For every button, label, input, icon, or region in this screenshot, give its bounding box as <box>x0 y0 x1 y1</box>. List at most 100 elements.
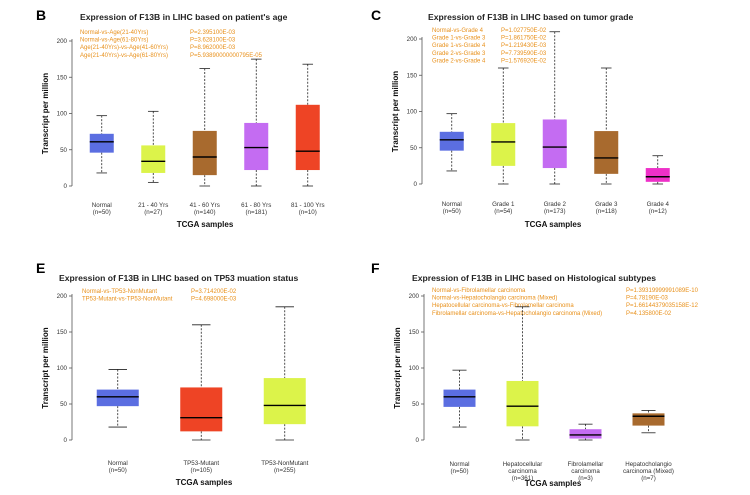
box-body <box>569 429 602 439</box>
category-label: 41 - 60 Yrs <box>190 202 220 209</box>
annotation-pvalue: P=5.93890000000795E-05 <box>190 53 263 59</box>
annotation-label: Age(21-40Yrs)-vs-Age(41-60Yrs) <box>80 45 168 51</box>
annotation-label: Grade 2-vs-Grade 3 <box>432 51 486 57</box>
category-label: Grade 4 <box>647 201 670 208</box>
category-count: (n=118) <box>596 208 617 215</box>
category-label: carcinoma <box>571 468 600 475</box>
annotation-label: Grade 1-vs-Grade 3 <box>432 36 486 42</box>
box-group <box>542 31 567 185</box>
box-group <box>506 306 539 441</box>
category-count: (n=12) <box>649 208 667 215</box>
category-label: carcinoma (Mixed) <box>623 468 674 475</box>
panel-letter: C <box>371 7 381 23</box>
y-tick-label: 50 <box>412 401 419 408</box>
box-body <box>632 413 665 426</box>
y-axis-label: Transcript per million <box>391 71 400 152</box>
chart-title: Expression of F13B in LIHC based on pati… <box>80 12 288 22</box>
annotation-label: Fibrolamellar carcinoma-vs-Hepatocholang… <box>432 311 602 317</box>
category-count: (n=173) <box>544 208 566 215</box>
x-axis-label: TCGA samples <box>525 479 582 488</box>
annotation-pvalue: P=3.628100E-03 <box>190 38 236 44</box>
y-tick-label: 100 <box>409 365 420 372</box>
panel-c: C Expression of F13B in LIHC based on tum… <box>371 7 670 229</box>
box-group <box>180 324 223 441</box>
category-count: (n=50) <box>109 467 127 474</box>
y-tick-label: 0 <box>64 183 68 190</box>
category-label: TP53-Mutant <box>183 460 219 467</box>
category-label: Normal <box>442 201 462 208</box>
category-count: (n=50) <box>443 208 461 215</box>
y-tick-label: 200 <box>57 38 68 45</box>
category-label: Hepatocholangio <box>625 461 672 468</box>
category-label: Grade 2 <box>544 201 567 208</box>
box-body <box>192 130 217 176</box>
annotation-pvalue: P=1.39319999991089E-10 <box>626 288 699 294</box>
annotation-label: Normal-vs-Age(21-40Yrs) <box>80 30 148 36</box>
box-group <box>192 68 217 187</box>
box-body <box>439 131 464 151</box>
category-label: 21 - 40 Yrs <box>138 202 168 209</box>
category-label: Grade 3 <box>595 201 618 208</box>
box-group <box>443 369 476 428</box>
annotation-pvalue: P=1.861750E-02 <box>501 36 547 42</box>
y-axis-label: Transcript per million <box>393 327 402 408</box>
box-group <box>263 306 306 441</box>
chart-title: Expression of F13B in LIHC based on Hist… <box>412 273 656 283</box>
annotation-pvalue: P=1.576920E-02 <box>501 58 547 64</box>
annotation-label: Normal-vs-Fibrolamellar carcinoma <box>432 288 526 294</box>
box-body <box>506 380 539 427</box>
panel-e: E Expression of F13B in LIHC based on TP5… <box>36 260 309 487</box>
annotation-pvalue: P=1.027750E-02 <box>501 28 547 34</box>
annotation-pvalue: P=1.66144379035158E-12 <box>626 303 699 309</box>
category-label: 81 - 100 Yrs <box>291 202 325 209</box>
category-label: carcinoma <box>508 468 537 475</box>
box-body <box>491 123 516 166</box>
annotation-label: TP53-Mutant-vs-TP53-NonMutant <box>82 297 173 303</box>
x-axis-label: TCGA samples <box>176 478 233 487</box>
category-count: (n=54) <box>494 208 512 215</box>
panel-b: B Expression of F13B in LIHC based on pat… <box>36 7 325 229</box>
y-axis-label: Transcript per million <box>41 327 50 408</box>
category-label: Grade 1 <box>492 201 515 208</box>
box-body <box>594 131 619 174</box>
y-tick-label: 150 <box>57 329 68 336</box>
box-group <box>491 67 516 185</box>
box-group <box>645 155 670 185</box>
annotation-label: Hepatocellular carcinoma-vs-Fibrolamella… <box>432 303 574 309</box>
annotation-pvalue: P=1.219430E-03 <box>501 43 547 49</box>
annotation-label: Grade 1-vs-Grade 4 <box>432 43 486 49</box>
box-body <box>244 122 269 171</box>
category-label: Fibrolamellar <box>568 461 604 468</box>
box-body <box>89 133 114 153</box>
category-count: (n=3) <box>578 475 593 482</box>
annotation-label: Normal-vs-TP53-NonMutant <box>82 289 157 295</box>
annotation-label: Normal-vs-Grade 4 <box>432 28 484 34</box>
y-tick-label: 100 <box>57 111 68 118</box>
box-group <box>569 423 602 441</box>
category-count: (n=10) <box>299 209 317 216</box>
category-count: (n=105) <box>191 467 213 474</box>
category-count: (n=7) <box>641 475 656 482</box>
y-tick-label: 100 <box>407 109 418 116</box>
panel-letter: F <box>371 260 380 276</box>
box-group <box>632 410 665 434</box>
category-label: 61 - 80 Yrs <box>241 202 271 209</box>
y-tick-label: 150 <box>57 74 68 81</box>
annotation-pvalue: P=7.739590E-03 <box>501 51 547 57</box>
y-tick-label: 0 <box>64 437 68 444</box>
y-tick-label: 150 <box>409 329 420 336</box>
box-group <box>439 113 464 172</box>
annotation-pvalue: P=2.395100E-03 <box>190 30 236 36</box>
y-tick-label: 200 <box>409 293 420 300</box>
box-body <box>141 145 166 173</box>
box-body <box>645 168 670 182</box>
chart-title: Expression of F13B in LIHC based on TP53… <box>59 273 298 283</box>
annotation-pvalue: P=4.78190E-03 <box>626 296 669 302</box>
annotation-pvalue: P=4.698000E-03 <box>191 297 237 303</box>
category-label: Normal <box>92 202 112 209</box>
y-tick-label: 50 <box>410 145 417 152</box>
box-body <box>96 389 139 407</box>
box-group <box>89 115 114 174</box>
category-label: Normal <box>450 461 470 468</box>
